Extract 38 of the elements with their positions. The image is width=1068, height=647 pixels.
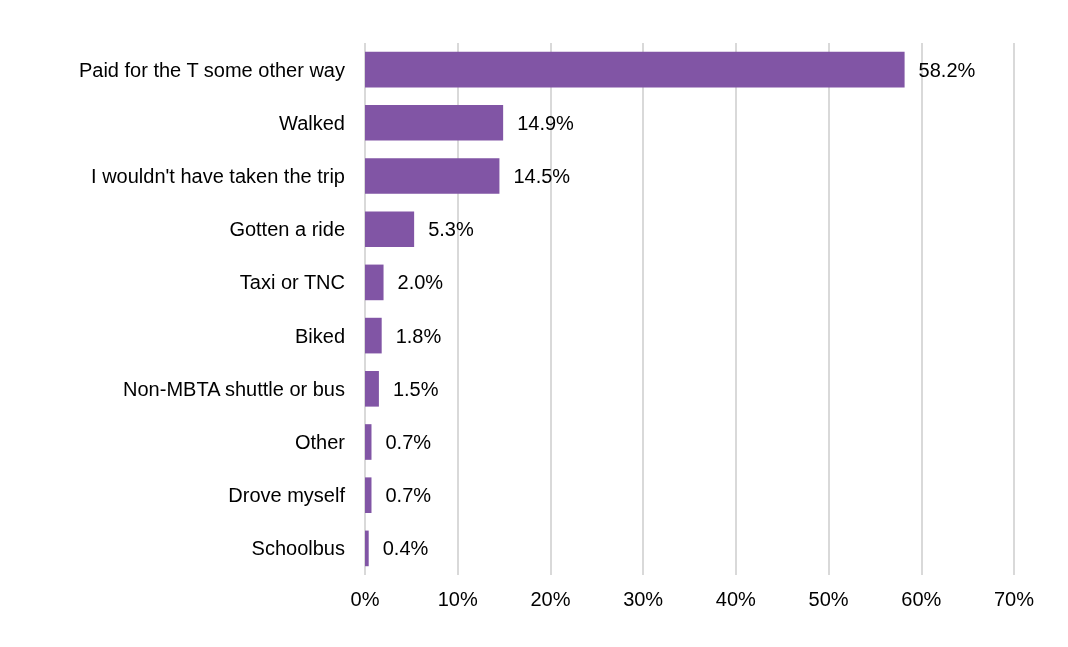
bar (365, 264, 384, 301)
x-tick-label: 10% (437, 588, 478, 610)
data-label: 58.2% (918, 58, 976, 81)
bar (365, 317, 382, 354)
y-tick-label: Schoolbus (251, 537, 345, 560)
bar (365, 424, 372, 460)
y-tick-label: Drove myself (228, 484, 346, 507)
bar (365, 370, 379, 407)
data-label: 1.8% (395, 324, 442, 347)
x-tick-label: 60% (901, 588, 942, 610)
y-tick-label: Gotten a ride (229, 218, 345, 241)
data-label: 2.0% (397, 271, 444, 294)
y-tick-label: Non-MBTA shuttle or bus (123, 377, 345, 400)
x-tick-label: 40% (715, 588, 757, 610)
data-label: 5.3% (428, 218, 474, 241)
y-tick-label: I wouldn't have taken the trip (91, 165, 345, 187)
x-tick-label: 70% (993, 588, 1035, 610)
bar (365, 530, 369, 567)
y-tick-label: Paid for the T some other way (78, 58, 345, 81)
x-tick-label: 0% (350, 588, 380, 610)
bar (365, 477, 372, 514)
data-label: 0.7% (385, 484, 432, 507)
data-label: 0.7% (385, 431, 432, 453)
bar (365, 104, 504, 141)
bar (365, 51, 905, 88)
data-label: 0.4% (382, 537, 429, 560)
bar (365, 211, 415, 248)
bar (365, 158, 500, 194)
y-tick-label: Biked (294, 324, 345, 347)
y-tick-label: Taxi or TNC (239, 271, 345, 294)
data-label: 14.5% (513, 165, 571, 187)
data-label: 1.5% (392, 377, 439, 400)
y-tick-label: Other (294, 431, 346, 453)
x-tick-label: 50% (808, 588, 849, 610)
x-tick-label: 30% (623, 588, 664, 610)
x-tick-label: 20% (530, 588, 571, 610)
data-label: 14.9% (517, 111, 575, 134)
y-tick-label: Walked (279, 111, 345, 134)
